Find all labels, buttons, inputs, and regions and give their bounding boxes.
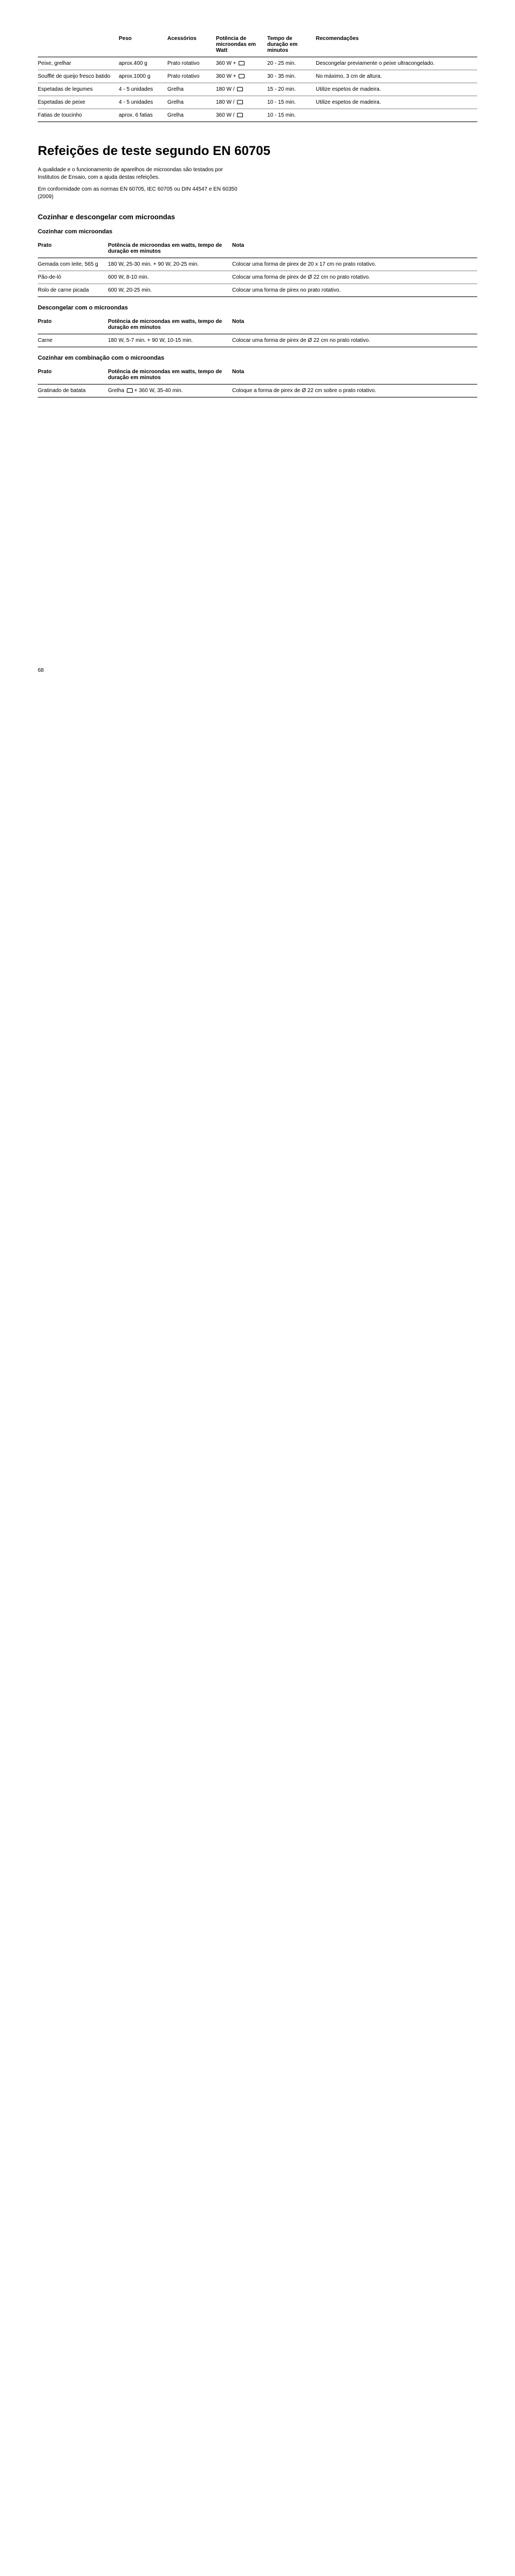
table-header: Tempo de duração em minutos: [267, 32, 316, 57]
subsection-heading-cook: Cozinhar com microondas: [38, 228, 477, 235]
table-cell: 360 W +: [216, 70, 267, 83]
table-header: Potência de microondas em watts, tempo d…: [108, 239, 232, 258]
table-cell: [316, 109, 477, 122]
table-row: Soufflé de queijo fresco batidoaprox.100…: [38, 70, 477, 83]
table-cell: Utilize espetos de madeira.: [316, 96, 477, 109]
grill-icon: [237, 100, 243, 104]
table-row: Espetadas de legumes4 - 5 unidadesGrelha…: [38, 83, 477, 96]
intro-paragraph-1: A qualidade e o funcionamento de aparelh…: [38, 166, 243, 181]
grill-icon: [127, 388, 133, 393]
table-row: Peixe, grelharaprox.400 gPrato rotativo3…: [38, 57, 477, 70]
table-cell: Soufflé de queijo fresco batido: [38, 70, 119, 83]
table-header: Acessórios: [167, 32, 216, 57]
table-cell: Prato rotativo: [167, 70, 216, 83]
main-title: Refeições de teste segundo EN 60705: [38, 144, 477, 159]
table-header: Nota: [232, 366, 477, 385]
table-cell: aprox. 6 fatias: [119, 109, 167, 122]
grill-icon: [239, 61, 245, 65]
grill-icon: [237, 113, 243, 117]
table-cell: Grelha: [167, 109, 216, 122]
table-cell: 180 W, 25-30 min. + 90 W, 20-25 min.: [108, 258, 232, 271]
table-cell: Gratinado de batata: [38, 385, 108, 397]
table-row: Espetadas de peixe4 - 5 unidadesGrelha18…: [38, 96, 477, 109]
table-header: Nota: [232, 239, 477, 258]
table-cell: Colocar uma forma de pirex de Ø 22 cm no…: [232, 271, 477, 284]
table-cell: 4 - 5 unidades: [119, 83, 167, 96]
table-row: Fatias de toucinhoaprox. 6 fatiasGrelha3…: [38, 109, 477, 122]
table-cell: Fatias de toucinho: [38, 109, 119, 122]
table-cell: Rolo de carne picada: [38, 284, 108, 297]
table-cell: aprox.400 g: [119, 57, 167, 70]
table-header: Nota: [232, 315, 477, 334]
table-cell: 180 W, 5-7 min. + 90 W, 10-15 min.: [108, 334, 232, 347]
cooking-table-main: PesoAcessóriosPotência de microondas em …: [38, 32, 477, 122]
table-cell: Coloque a forma de pirex de Ø 22 cm sobr…: [232, 385, 477, 397]
table-cell: Utilize espetos de madeira.: [316, 83, 477, 96]
table-cell: Grelha + 360 W, 35-40 min.: [108, 385, 232, 397]
intro-paragraph-2: Em conformidade com as normas EN 60705, …: [38, 186, 243, 201]
table-header: Recomendações: [316, 32, 477, 57]
table-cell: 20 - 25 min.: [267, 57, 316, 70]
table-row: Gemada com leite, 565 g180 W, 25-30 min.…: [38, 258, 477, 271]
table-header: Prato: [38, 239, 108, 258]
table-row: Rolo de carne picada600 W, 20-25 min.Col…: [38, 284, 477, 297]
table-cell: Grelha: [167, 96, 216, 109]
table-header: Prato: [38, 315, 108, 334]
table-cell: No máximo, 3 cm de altura.: [316, 70, 477, 83]
table-cell: Espetadas de legumes: [38, 83, 119, 96]
table-cell: Carne: [38, 334, 108, 347]
table-cell: 4 - 5 unidades: [119, 96, 167, 109]
table-cell: Peixe, grelhar: [38, 57, 119, 70]
table-cell: Colocar uma forma de pirex de 20 x 17 cm…: [232, 258, 477, 271]
table-cell: Colocar uma forma de pirex de Ø 22 cm no…: [232, 334, 477, 347]
table-cell: aprox.1000 g: [119, 70, 167, 83]
table-row: Gratinado de batataGrelha + 360 W, 35-40…: [38, 385, 477, 397]
table-cell: Espetadas de peixe: [38, 96, 119, 109]
table-cell: 180 W /: [216, 96, 267, 109]
table-cell: 10 - 15 min.: [267, 109, 316, 122]
page-number: 68: [38, 667, 477, 673]
table-cell: 15 - 20 min.: [267, 83, 316, 96]
table-cell: 600 W, 8-10 min.: [108, 271, 232, 284]
table-cell: Prato rotativo: [167, 57, 216, 70]
table-defrost-microwave: PratoPotência de microondas em watts, te…: [38, 315, 477, 347]
table-cell: 360 W /: [216, 109, 267, 122]
grill-icon: [237, 87, 243, 91]
table-cook-microwave: PratoPotência de microondas em watts, te…: [38, 239, 477, 297]
table-cell: Descongelar previamente o peixe ultracon…: [316, 57, 477, 70]
table-cell: 360 W +: [216, 57, 267, 70]
table-combo-microwave: PratoPotência de microondas em watts, te…: [38, 366, 477, 397]
table-header: Potência de microondas em Watt: [216, 32, 267, 57]
section-heading: Cozinhar e descongelar com microondas: [38, 213, 477, 221]
table-cell: 30 - 35 min.: [267, 70, 316, 83]
table-row: Carne180 W, 5-7 min. + 90 W, 10-15 min.C…: [38, 334, 477, 347]
table-cell: Colocar uma forma de pirex no prato rota…: [232, 284, 477, 297]
table-cell: Pão-de-ló: [38, 271, 108, 284]
table-row: Pão-de-ló600 W, 8-10 min.Colocar uma for…: [38, 271, 477, 284]
table-cell: 600 W, 20-25 min.: [108, 284, 232, 297]
table-header: Potência de microondas em watts, tempo d…: [108, 366, 232, 385]
table-header: Peso: [119, 32, 167, 57]
table-header: Potência de microondas em watts, tempo d…: [108, 315, 232, 334]
table-header: Prato: [38, 366, 108, 385]
table-cell: 10 - 15 min.: [267, 96, 316, 109]
table-header: [38, 32, 119, 57]
grill-icon: [239, 74, 245, 78]
table-cell: Grelha: [167, 83, 216, 96]
table-cell: 180 W /: [216, 83, 267, 96]
subsection-heading-defrost: Descongelar com o microondas: [38, 305, 477, 311]
subsection-heading-combo: Cozinhar em combinação com o microondas: [38, 355, 477, 361]
table-main: PesoAcessóriosPotência de microondas em …: [38, 32, 477, 122]
table-cell: Gemada com leite, 565 g: [38, 258, 108, 271]
